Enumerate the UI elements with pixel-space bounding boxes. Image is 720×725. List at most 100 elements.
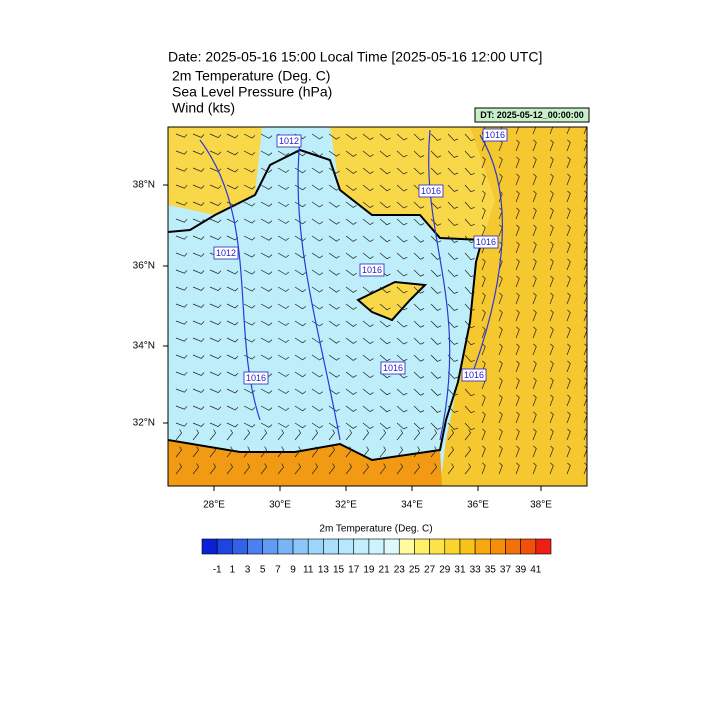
wind-barb: [209, 218, 222, 224]
wind-barb: [430, 218, 442, 226]
wind-barb: [209, 133, 222, 139]
wind-barb: [430, 150, 442, 158]
wind-barb: [549, 360, 554, 373]
wind-barb: [260, 422, 273, 428]
wind-barb: [549, 139, 554, 152]
colorbar-label: 41: [530, 565, 542, 576]
wind-barb: [566, 360, 571, 373]
wind-barb: [583, 292, 587, 305]
wind-barb: [396, 303, 408, 311]
wind-barb: [294, 422, 307, 429]
wind-barb: [328, 252, 340, 259]
wind-barb: [243, 463, 251, 475]
wind-barb: [260, 446, 268, 458]
colorbar-label: 39: [515, 565, 527, 576]
wind-barb: [345, 429, 353, 441]
wind-barb: [175, 371, 188, 376]
wind-barb: [175, 201, 188, 206]
contour-label: 1016: [464, 370, 484, 380]
wind-barb: [345, 201, 357, 208]
wind-barb: [345, 463, 353, 475]
wind-barb: [481, 394, 486, 407]
wind-barb: [260, 235, 273, 241]
wind-barb: [532, 292, 537, 305]
wind-barb: [260, 133, 273, 139]
wind-barb: [447, 133, 459, 141]
wind-barb: [532, 241, 537, 254]
wind-barb: [549, 190, 554, 203]
axes: 28°E 30°E 32°E 34°E 36°E 38°E 38°N 36°N 34°N 32°N: [133, 180, 553, 511]
wind-barb: [379, 463, 387, 475]
wind-barb: [277, 337, 290, 343]
wind-barb: [362, 422, 374, 430]
wind-barb: [379, 167, 391, 175]
field: Sea Level Pressure (hPa): [172, 84, 332, 100]
wind-barb: [362, 167, 374, 175]
wind-barb: [583, 258, 587, 271]
wind-barb: [481, 224, 486, 237]
wind-barb: [175, 429, 183, 441]
wind-barb: [345, 320, 357, 327]
color-box: [535, 538, 552, 555]
wind-barb: [345, 405, 357, 412]
wind-barb: [430, 320, 442, 328]
wind-barb: [192, 463, 200, 475]
wind-barb: [209, 201, 222, 207]
wind-barb: [481, 207, 486, 220]
wind-barb: [209, 303, 222, 309]
wind-barb: [345, 303, 357, 310]
title: Date: 2025-05-16 15:00 Local Time [2025-…: [168, 49, 542, 65]
wind-barb: [362, 320, 374, 328]
wind-barb: [175, 184, 188, 189]
wind-barb: [583, 241, 587, 254]
wind-barb: [294, 252, 307, 259]
wind-barb: [413, 150, 425, 158]
wind-barb: [447, 463, 455, 475]
wind-barb: [413, 463, 421, 475]
wind-barb: [447, 218, 459, 226]
wind-barb: [328, 218, 340, 225]
wind-barb: [362, 463, 370, 475]
wind-barb: [345, 446, 353, 458]
wind-barb: [328, 354, 340, 361]
color-box: [201, 538, 218, 555]
colorbar-label: 37: [500, 565, 512, 576]
wind-barb: [430, 371, 442, 379]
wind-barb: [311, 463, 319, 475]
wind-barb: [481, 309, 486, 322]
color-box: [292, 538, 309, 555]
wind-barb: [430, 133, 442, 141]
wind-barb: [515, 139, 520, 152]
colorbar-label: 19: [363, 565, 375, 576]
color-box: [459, 538, 476, 555]
wind-barb: [566, 411, 571, 424]
wind-barb: [192, 252, 205, 257]
wind-barb: [260, 429, 268, 441]
wind-barb: [192, 446, 200, 458]
wind-barb: [362, 252, 374, 260]
wind-barb: [328, 201, 340, 208]
wind-barb: [260, 388, 273, 394]
wind-barb: [532, 377, 537, 390]
wind-barb: [379, 422, 391, 430]
color-box: [444, 538, 461, 555]
wind-barb: [243, 235, 256, 241]
wind-barb: [583, 190, 587, 203]
wind-barb: [413, 337, 425, 345]
wind-barb: [481, 292, 486, 305]
wind-barb: [464, 405, 475, 414]
wind-barb: [362, 388, 374, 396]
wind-barb: [532, 343, 537, 356]
wind-barb: [566, 309, 571, 322]
wind-barb: [566, 127, 571, 135]
wind-barb: [413, 218, 425, 226]
contour-label: 1016: [421, 186, 441, 196]
colorbar-label: 27: [424, 565, 436, 576]
wind-barb: [396, 269, 408, 277]
color-box: [232, 538, 248, 555]
wind-barb: [498, 377, 503, 390]
wind-barb: [226, 463, 234, 475]
wind-barb: [311, 429, 319, 441]
wind-barb: [515, 309, 520, 322]
